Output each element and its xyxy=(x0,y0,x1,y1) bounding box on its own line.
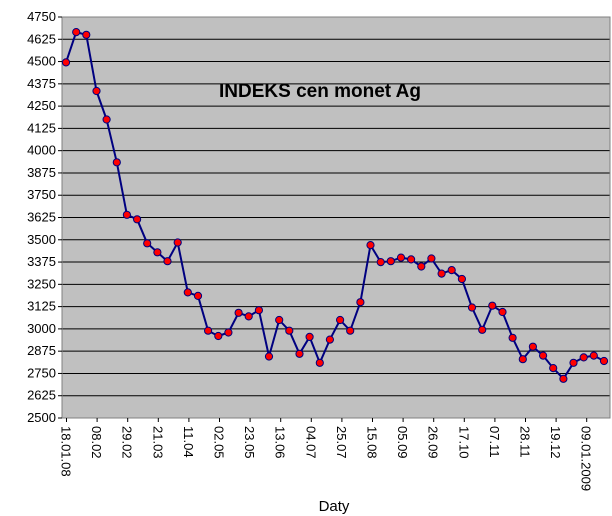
y-tick-label: 3125 xyxy=(27,299,56,314)
data-point xyxy=(386,257,395,266)
x-tick-label: 09.01.2009 xyxy=(579,426,594,491)
data-point xyxy=(488,301,497,310)
data-point xyxy=(447,266,456,275)
data-point xyxy=(467,303,477,312)
y-tick-label: 3625 xyxy=(27,210,56,225)
x-tick-label: 23.05 xyxy=(242,426,257,459)
x-tick-label: 17.10 xyxy=(456,426,471,459)
x-tick-label: 07.11 xyxy=(487,426,502,458)
y-tick-label: 2500 xyxy=(27,410,56,425)
chart-title: INDEKS cen monet Ag xyxy=(219,81,421,102)
x-tick-label: 02.05 xyxy=(212,426,227,459)
data-point xyxy=(346,326,355,335)
x-tick-label: 15.08 xyxy=(365,426,380,459)
series-markers xyxy=(61,27,609,383)
data-point xyxy=(224,328,233,337)
data-point xyxy=(173,238,182,247)
data-point xyxy=(112,158,121,167)
data-point xyxy=(254,306,263,315)
data-point xyxy=(325,335,334,344)
data-point xyxy=(204,326,213,335)
data-point xyxy=(163,257,172,266)
y-tick-label: 2750 xyxy=(27,365,56,380)
data-point xyxy=(457,274,466,284)
y-tick-label: 3250 xyxy=(27,276,56,291)
x-tick-label: 21.03 xyxy=(150,426,165,459)
data-point xyxy=(72,27,81,37)
y-tick-label: 2625 xyxy=(27,388,56,403)
data-point xyxy=(508,333,517,342)
data-point xyxy=(396,253,406,262)
data-point xyxy=(264,352,274,361)
data-point xyxy=(82,30,91,39)
x-axis-label: Daty xyxy=(319,498,350,515)
y-tick-label: 4000 xyxy=(27,143,56,158)
data-point xyxy=(376,258,385,267)
y-tick-label: 3375 xyxy=(27,254,56,269)
data-point xyxy=(295,349,304,358)
data-point xyxy=(61,58,71,67)
y-tick-label: 4750 xyxy=(27,9,56,24)
y-tick-label: 3000 xyxy=(27,321,56,336)
x-tick-label: 28.11 xyxy=(518,426,533,458)
data-point xyxy=(569,358,578,367)
data-point xyxy=(478,325,487,334)
y-tick-label: 3750 xyxy=(27,187,56,202)
data-point xyxy=(366,241,375,250)
plot-area xyxy=(61,16,611,419)
data-point xyxy=(275,315,284,325)
data-point xyxy=(599,356,609,366)
y-tick-label: 4250 xyxy=(27,98,56,113)
data-point xyxy=(143,239,152,248)
y-tick-label: 3875 xyxy=(27,165,56,180)
data-point xyxy=(305,332,314,341)
y-axis-ticks: 2500 2625 2750 2875 3000 3125 3250 3375 3500 3625… xyxy=(27,9,62,425)
y-tick-label: 3500 xyxy=(27,232,56,247)
data-point xyxy=(518,355,527,364)
data-point xyxy=(285,326,294,335)
x-tick-label: 11.04 xyxy=(181,426,196,458)
data-point xyxy=(528,342,538,351)
x-tick-label: 18.01.08 xyxy=(59,426,74,477)
x-tick-label: 19.12 xyxy=(548,426,563,459)
data-point xyxy=(234,308,243,317)
y-tick-label: 4500 xyxy=(27,54,56,69)
data-point xyxy=(315,358,324,367)
x-axis-ticks: 18.01.08 08.02 29.02 21.03 11.04 02.05 23.05 13… xyxy=(59,418,594,491)
data-point xyxy=(579,353,588,362)
data-point xyxy=(589,351,598,360)
data-point xyxy=(336,315,345,325)
y-tick-label: 2875 xyxy=(27,343,56,358)
data-point xyxy=(92,86,101,96)
data-point xyxy=(549,364,558,373)
data-point xyxy=(102,115,111,124)
x-tick-label: 05.09 xyxy=(395,426,410,459)
data-point xyxy=(244,312,253,321)
data-point xyxy=(498,307,507,317)
x-tick-label: 26.09 xyxy=(426,426,441,459)
data-point xyxy=(427,254,436,263)
x-tick-label: 04.07 xyxy=(303,426,318,459)
x-tick-label: 13.06 xyxy=(273,426,288,459)
data-point xyxy=(133,215,142,224)
data-point xyxy=(214,331,223,341)
data-point xyxy=(122,210,132,219)
data-point xyxy=(153,248,162,257)
y-tick-label: 4375 xyxy=(27,76,56,91)
data-point xyxy=(437,269,446,278)
y-tick-label: 4125 xyxy=(27,120,56,135)
x-tick-label: 29.02 xyxy=(120,426,135,459)
x-tick-label: 08.02 xyxy=(89,426,104,459)
data-point xyxy=(539,351,548,360)
data-point xyxy=(417,262,426,271)
data-point xyxy=(559,374,568,383)
data-point xyxy=(407,255,416,264)
data-point xyxy=(183,288,192,297)
data-point xyxy=(356,298,365,307)
data-point xyxy=(193,291,203,300)
x-tick-label: 25.07 xyxy=(334,426,349,459)
y-tick-label: 4625 xyxy=(27,31,56,46)
